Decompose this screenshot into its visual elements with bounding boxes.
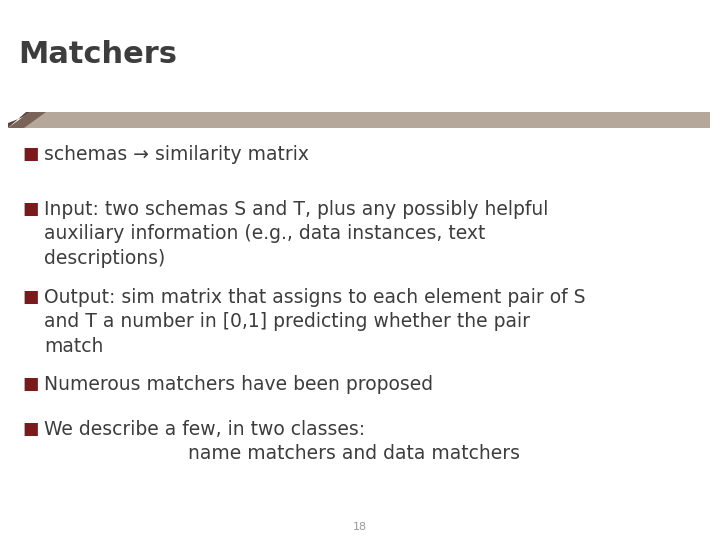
- Polygon shape: [8, 112, 36, 128]
- Text: Matchers: Matchers: [18, 40, 177, 69]
- Text: ■: ■: [22, 288, 38, 306]
- Polygon shape: [8, 112, 46, 128]
- Text: Output: sim matrix that assigns to each element pair of S
and T a number in [0,1: Output: sim matrix that assigns to each …: [44, 288, 585, 355]
- Polygon shape: [8, 112, 710, 128]
- Text: ■: ■: [22, 420, 38, 438]
- Text: 18: 18: [353, 522, 367, 532]
- Text: ■: ■: [22, 145, 38, 163]
- Text: We describe a few, in two classes:
                        name matchers and dat: We describe a few, in two classes: name …: [44, 420, 520, 463]
- Text: Numerous matchers have been proposed: Numerous matchers have been proposed: [44, 375, 433, 394]
- Text: schemas → similarity matrix: schemas → similarity matrix: [44, 145, 309, 164]
- Text: ■: ■: [22, 200, 38, 218]
- Text: Input: two schemas S and T, plus any possibly helpful
auxiliary information (e.g: Input: two schemas S and T, plus any pos…: [44, 200, 549, 267]
- Text: ■: ■: [22, 375, 38, 393]
